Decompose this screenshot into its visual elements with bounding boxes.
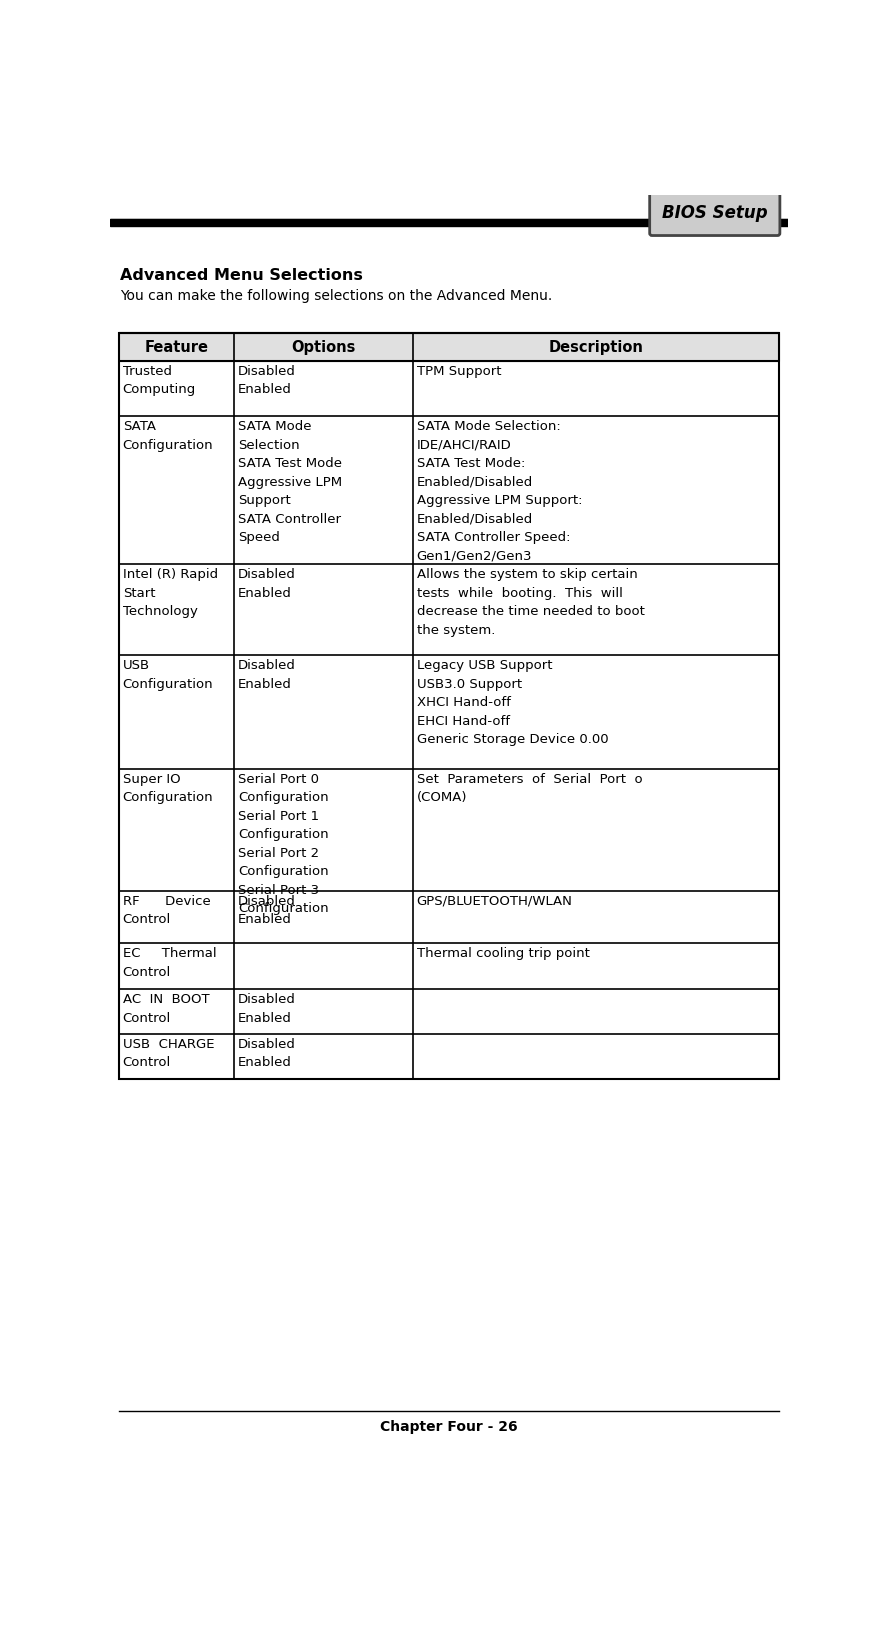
Bar — [119, 334, 779, 362]
Text: Chapter Four - 26: Chapter Four - 26 — [380, 1420, 518, 1434]
Text: RF      Device
Control: RF Device Control — [123, 894, 210, 927]
Text: Disabled
Enabled: Disabled Enabled — [238, 365, 296, 396]
Text: Trusted
Computing: Trusted Computing — [123, 365, 196, 396]
Text: Thermal cooling trip point: Thermal cooling trip point — [416, 946, 590, 959]
Text: AC  IN  BOOT
Control: AC IN BOOT Control — [123, 994, 209, 1025]
Text: SATA
Configuration: SATA Configuration — [123, 420, 213, 451]
Text: Disabled
Enabled: Disabled Enabled — [238, 569, 296, 599]
Text: Disabled
Enabled: Disabled Enabled — [238, 1038, 296, 1069]
FancyBboxPatch shape — [650, 191, 780, 236]
Text: Allows the system to skip certain
tests  while  booting.  This  will
decrease th: Allows the system to skip certain tests … — [416, 569, 645, 637]
Bar — [119, 334, 779, 1078]
Text: Description: Description — [548, 340, 643, 355]
Text: Serial Port 0
Configuration
Serial Port 1
Configuration
Serial Port 2
Configurat: Serial Port 0 Configuration Serial Port … — [238, 774, 328, 915]
Text: USB  CHARGE
Control: USB CHARGE Control — [123, 1038, 214, 1069]
Text: TPM Support: TPM Support — [416, 365, 501, 378]
Text: EC     Thermal
Control: EC Thermal Control — [123, 946, 216, 979]
Text: Options: Options — [292, 340, 356, 355]
Text: Disabled
Enabled: Disabled Enabled — [238, 660, 296, 691]
Bar — [110, 218, 788, 225]
Text: Advanced Menu Selections: Advanced Menu Selections — [120, 267, 364, 283]
Text: SATA Mode
Selection
SATA Test Mode
Aggressive LPM
Support
SATA Controller
Speed: SATA Mode Selection SATA Test Mode Aggre… — [238, 420, 343, 544]
Text: Legacy USB Support
USB3.0 Support
XHCI Hand-off
EHCI Hand-off
Generic Storage De: Legacy USB Support USB3.0 Support XHCI H… — [416, 660, 608, 746]
Text: Super IO
Configuration: Super IO Configuration — [123, 774, 213, 805]
Text: GPS/BLUETOOTH/WLAN: GPS/BLUETOOTH/WLAN — [416, 894, 572, 907]
Text: USB
Configuration: USB Configuration — [123, 660, 213, 691]
Text: Feature: Feature — [145, 340, 208, 355]
Text: Set  Parameters  of  Serial  Port  o
(COMA): Set Parameters of Serial Port o (COMA) — [416, 774, 642, 805]
Text: BIOS Setup: BIOS Setup — [662, 204, 767, 222]
Text: SATA Mode Selection:
IDE/AHCI/RAID
SATA Test Mode:
Enabled/Disabled
Aggressive L: SATA Mode Selection: IDE/AHCI/RAID SATA … — [416, 420, 582, 564]
Text: You can make the following selections on the Advanced Menu.: You can make the following selections on… — [120, 288, 553, 303]
Text: Disabled
Enabled: Disabled Enabled — [238, 894, 296, 927]
Text: Intel (R) Rapid
Start
Technology: Intel (R) Rapid Start Technology — [123, 569, 218, 617]
Text: Disabled
Enabled: Disabled Enabled — [238, 994, 296, 1025]
